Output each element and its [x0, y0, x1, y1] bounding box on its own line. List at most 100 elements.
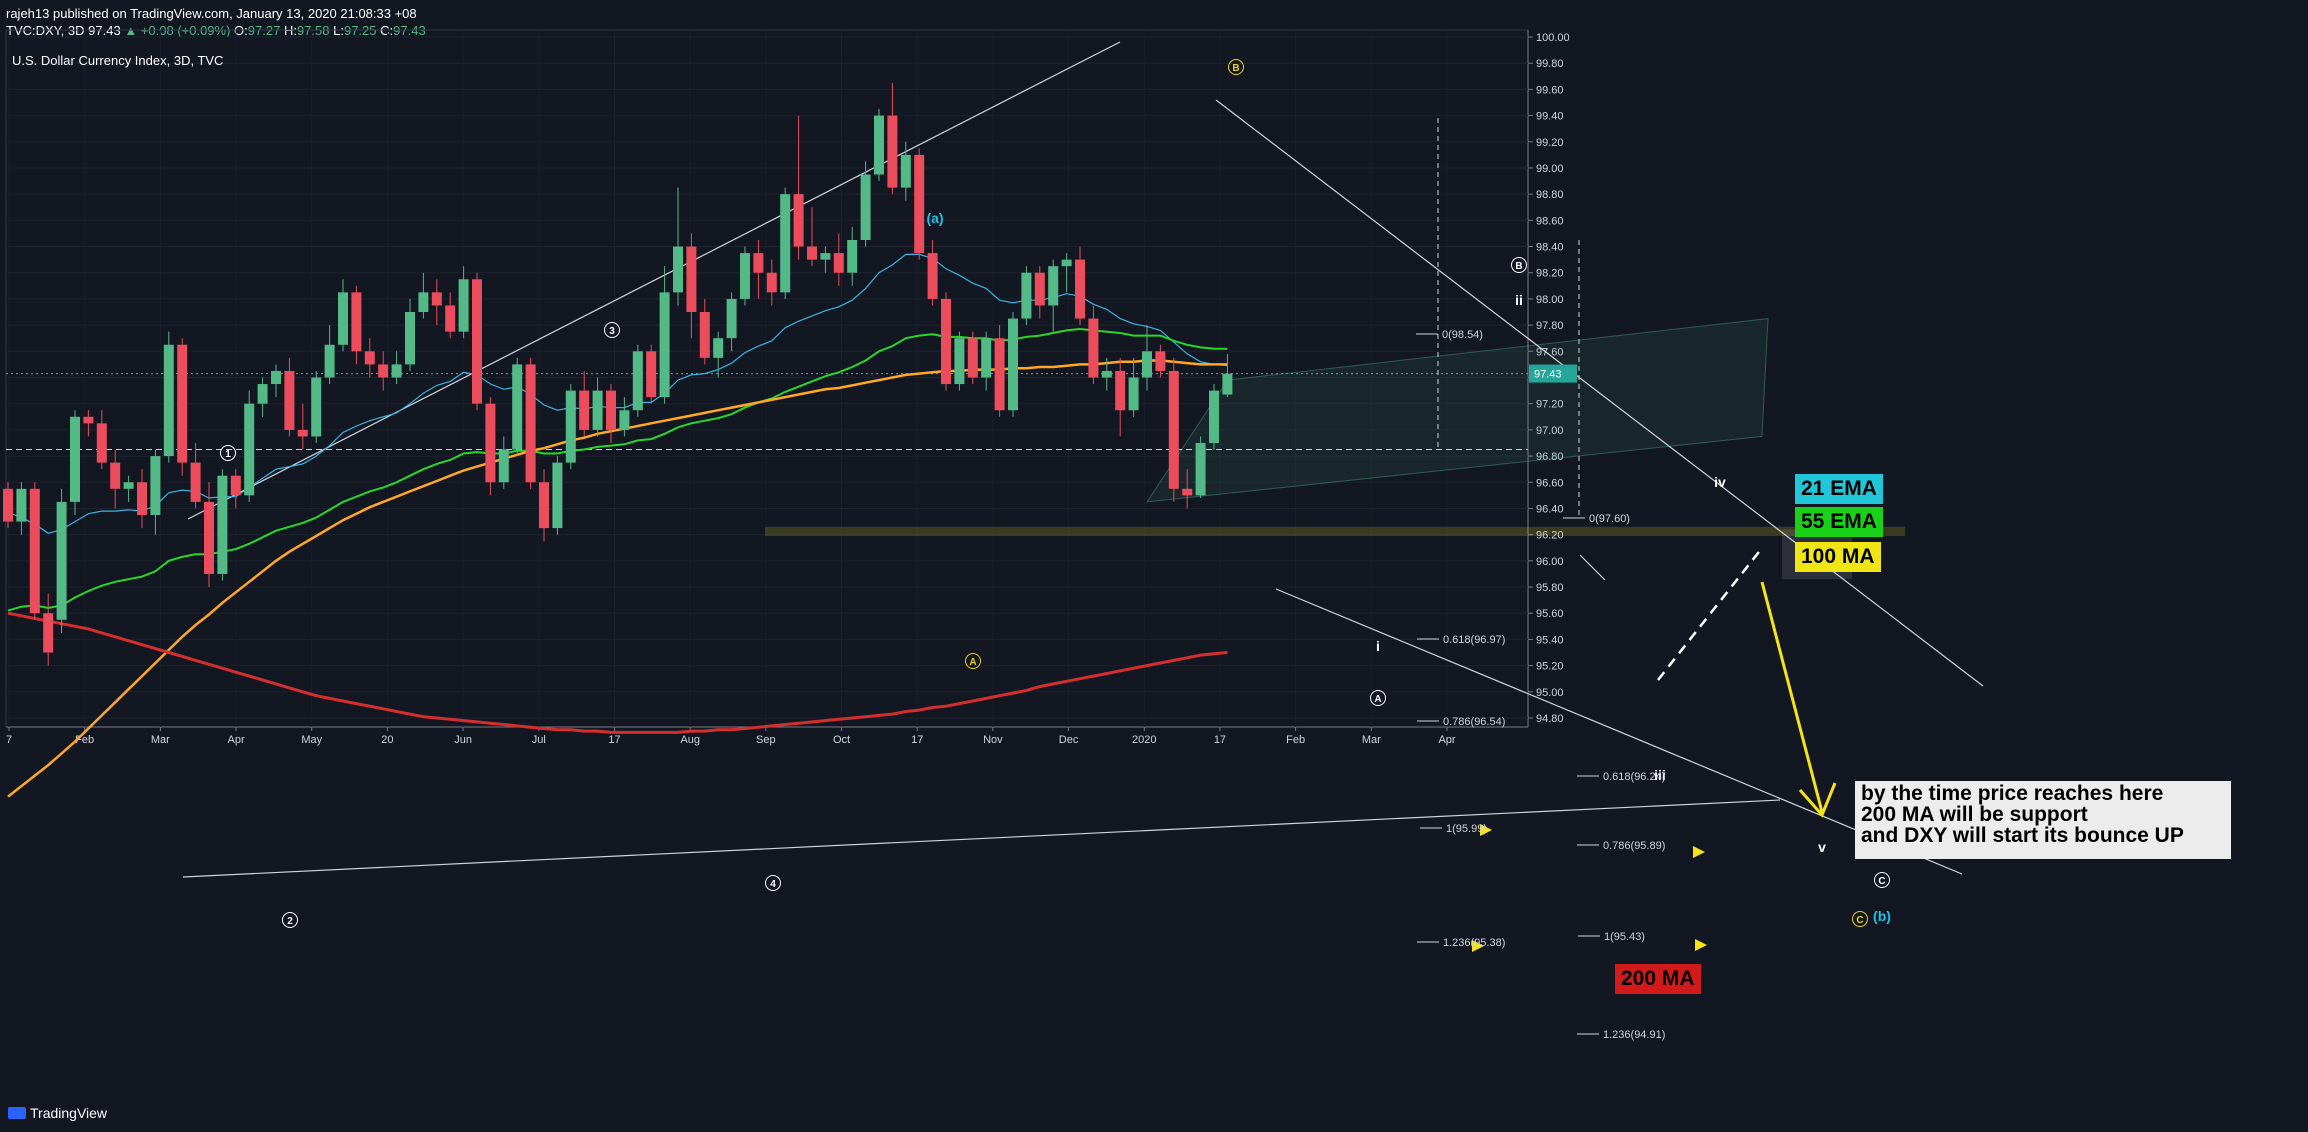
y-tick-label: 99.80: [1536, 58, 1564, 70]
candle: [967, 331, 978, 385]
x-tick-label: 7: [6, 734, 12, 746]
candle: [472, 272, 482, 411]
candle: [1155, 344, 1166, 378]
fib-label: 0(98.54): [1442, 329, 1483, 341]
candle-body: [190, 462, 201, 502]
candle: [807, 207, 817, 267]
candle: [351, 285, 362, 365]
candle-body: [1034, 272, 1045, 306]
candle: [16, 482, 27, 535]
candle: [1008, 312, 1018, 417]
wave-label: C: [1878, 876, 1885, 887]
candle: [244, 390, 255, 502]
candle-body: [619, 410, 630, 430]
candle-body: [914, 154, 925, 254]
wave-label-circle: [1370, 690, 1386, 706]
projection-line: [1657, 547, 1763, 681]
candle-body: [552, 462, 563, 529]
x-tick-label: 20: [381, 734, 393, 746]
candle-body: [1075, 259, 1085, 319]
candle-body: [3, 488, 13, 522]
candle: [1075, 246, 1085, 326]
candle-body: [753, 253, 764, 273]
wave-label-circle: [1511, 257, 1527, 273]
y-tick-label: 96.00: [1536, 556, 1564, 568]
y-tick-label: 94.80: [1536, 713, 1564, 725]
tradingview-logo-icon: [8, 1107, 26, 1119]
candle-body: [324, 344, 335, 378]
candle-body: [1168, 370, 1179, 489]
candle: [525, 357, 536, 489]
candle-body: [338, 292, 348, 345]
candle-body: [592, 390, 603, 430]
y-tick-label: 96.40: [1536, 503, 1564, 515]
candle: [204, 482, 214, 588]
candle: [56, 488, 67, 633]
fib-label: 1.236(95.38): [1443, 937, 1505, 949]
candle-body: [405, 312, 415, 365]
wave-label: 4: [770, 879, 776, 890]
chart-title: U.S. Dollar Currency Index, 3D, TVC: [12, 53, 224, 68]
candle: [673, 187, 683, 306]
candle: [230, 469, 241, 509]
candle-body: [1155, 351, 1166, 371]
candle: [659, 266, 670, 404]
candle: [726, 292, 737, 352]
y-tick-label: 98.00: [1536, 294, 1564, 306]
wave-label-circle: [1874, 872, 1890, 888]
candle: [914, 148, 925, 260]
fib-label: 0.618(96.24): [1603, 771, 1665, 783]
candle-body: [780, 194, 791, 293]
candle-body: [56, 501, 67, 620]
candle: [1021, 266, 1032, 326]
candle-body: [1209, 390, 1219, 443]
candle-body: [1088, 318, 1099, 378]
candle: [927, 239, 938, 306]
candle: [793, 115, 804, 260]
y-tick-label: 96.80: [1536, 451, 1564, 463]
candle-body: [646, 351, 657, 398]
candle: [137, 469, 147, 529]
fib-label: 0.618(96.97): [1443, 634, 1505, 646]
candle-body: [1222, 373, 1233, 395]
candle: [29, 482, 40, 620]
candle: [190, 442, 201, 509]
candle: [1222, 353, 1233, 398]
wave-label-circle: [1228, 59, 1244, 75]
candle: [1101, 357, 1112, 391]
fib-label: 0.786(95.89): [1603, 840, 1665, 852]
tradingview-logo[interactable]: TradingView: [8, 1105, 107, 1121]
candle-body: [1128, 377, 1139, 411]
trend-line: [1215, 99, 1984, 687]
candle-body: [498, 449, 509, 483]
candle: [324, 325, 335, 385]
candle: [1195, 436, 1206, 498]
wave-label: (b): [1873, 908, 1891, 924]
candle-body: [485, 403, 496, 483]
candle: [766, 259, 777, 306]
candle-body: [43, 613, 54, 653]
candle-body: [659, 292, 670, 398]
candle-body: [163, 344, 174, 457]
candle: [1168, 357, 1179, 502]
x-tick-label: Mar: [151, 734, 170, 746]
trend-line: [182, 799, 1781, 878]
trend-line: [1275, 588, 1963, 875]
candle-body: [632, 351, 643, 411]
y-tick-label: 99.60: [1536, 84, 1564, 96]
candle: [1048, 259, 1059, 332]
candle-body: [1048, 266, 1059, 306]
candle-body: [579, 390, 590, 430]
x-tick-label: 2020: [1132, 734, 1156, 746]
fib-arrow-icon: [1695, 939, 1707, 951]
candle: [539, 469, 549, 542]
x-tick-label: Jul: [532, 734, 546, 746]
candle-body: [1182, 488, 1193, 496]
candle: [1115, 357, 1126, 437]
x-tick-label: Sep: [756, 734, 776, 746]
candle-body: [351, 292, 362, 352]
candle-body: [994, 338, 1005, 411]
x-tick-label: Apr: [1438, 734, 1455, 746]
candle: [257, 377, 268, 417]
